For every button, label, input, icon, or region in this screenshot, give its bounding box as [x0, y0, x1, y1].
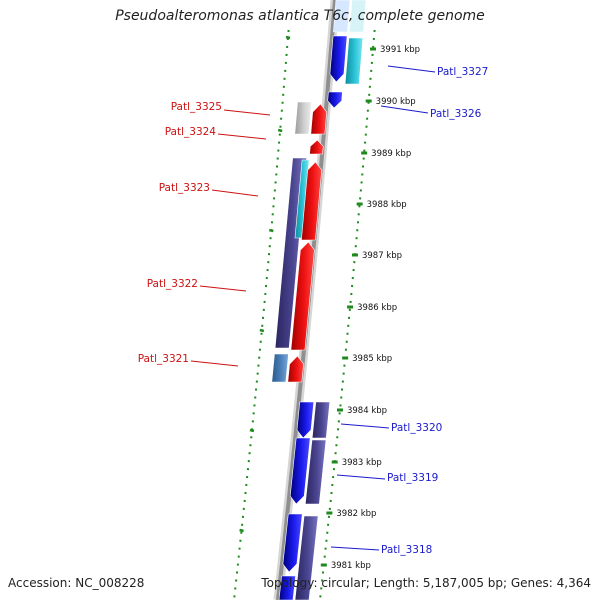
gene-label[interactable]: Patl_3325: [171, 101, 222, 113]
ruler-tick: [285, 35, 291, 40]
gene-arrow: [327, 91, 343, 109]
ruler-label: 3991 kbp: [380, 45, 420, 55]
ruler-tick: [249, 428, 255, 433]
ruler-label: 3990 kbp: [376, 97, 416, 107]
gene-label[interactable]: Patl_3326: [430, 108, 482, 120]
gene-arrow: [287, 355, 304, 383]
gene-callout-line: [217, 133, 267, 140]
cds-block: [294, 515, 319, 600]
gene-label[interactable]: Patl_3320: [391, 422, 442, 434]
gene-label[interactable]: Patl_3321: [138, 353, 189, 365]
gene-arrow: [310, 103, 328, 135]
ruler-label: 3982 kbp: [336, 509, 376, 519]
ruler-label: 3985 kbp: [352, 354, 392, 364]
gene-label[interactable]: Patl_3323: [159, 182, 210, 194]
genome-title: Pseudoalteromonas atlantica T6c, complet…: [115, 8, 485, 24]
feature-block: [349, 0, 367, 33]
gene-callout-line: [387, 65, 436, 73]
gene-callout-line: [211, 189, 259, 197]
gene-callout-line: [340, 423, 390, 429]
ruler-tick: [259, 328, 265, 333]
cds-block: [311, 401, 331, 439]
gene-label[interactable]: Patl_3327: [437, 66, 488, 78]
ruler-label: 3984 kbp: [347, 406, 387, 416]
gene-callout-line: [336, 474, 386, 480]
gene-label[interactable]: Patl_3324: [165, 126, 217, 138]
ruler-tick: [239, 528, 244, 533]
gene-arrow: [282, 513, 303, 573]
gene-arrow: [301, 161, 323, 241]
cds-block: [304, 439, 327, 505]
gene-block: [278, 575, 296, 600]
ruler-label: 3988 kbp: [367, 200, 407, 210]
gene-arrow: [289, 437, 311, 505]
gene-callout-line: [330, 546, 380, 551]
gene-arrow: [296, 401, 315, 439]
ruler-label: 3987 kbp: [362, 251, 402, 261]
accession-label: Accession: NC_008228: [8, 576, 145, 590]
gene-callout-line: [380, 105, 429, 114]
gene-arrow: [309, 139, 324, 155]
gene-arrow: [290, 241, 315, 351]
ruler-tick: [277, 128, 283, 133]
gene-label[interactable]: Patl_3322: [147, 278, 198, 290]
ruler-label: 3983 kbp: [342, 458, 382, 468]
cds-block: [344, 37, 364, 85]
topology-label: Topology: circular; Length: 5,187,005 bp…: [261, 576, 591, 590]
gene-label[interactable]: Patl_3319: [387, 472, 438, 484]
ruler-label: 3981 kbp: [331, 561, 371, 571]
feature-block: [333, 0, 351, 33]
gene-arrow: [329, 35, 348, 83]
gene-callout-line: [199, 285, 247, 292]
gene-label[interactable]: Patl_3318: [381, 544, 432, 556]
ruler-label: 3986 kbp: [357, 303, 397, 313]
gene-block: [294, 101, 312, 135]
gene-block: [271, 353, 289, 383]
ruler-label: 3989 kbp: [371, 149, 411, 159]
gene-callout-line: [223, 109, 271, 116]
gene-callout-line: [190, 360, 239, 367]
ruler-tick: [268, 228, 274, 233]
